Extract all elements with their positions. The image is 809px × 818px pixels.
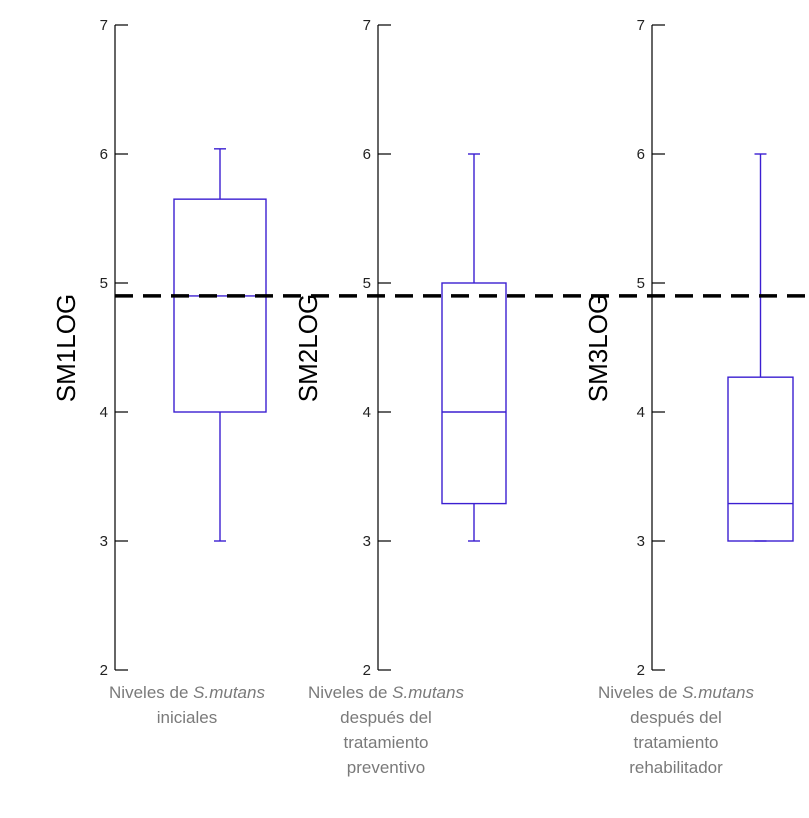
y-tick-label: 5 <box>363 275 371 292</box>
y-tick-label: 4 <box>100 404 108 421</box>
y-tick-label: 2 <box>637 662 645 679</box>
caption-prefix: Niveles de <box>308 683 393 702</box>
y-tick-label: 5 <box>637 275 645 292</box>
caption-line: rehabilitador <box>629 758 723 777</box>
y-tick-label: 6 <box>637 146 645 163</box>
caption-line: preventivo <box>346 758 426 777</box>
caption-line: iniciales <box>156 708 218 727</box>
caption-line: después del <box>340 708 432 727</box>
y-tick-label: 3 <box>363 533 371 550</box>
box-iqr <box>727 376 794 542</box>
panel-caption: Niveles de S.mutans después del tratamient… <box>561 680 791 780</box>
caption-species: S.mutans <box>392 683 464 702</box>
y-tick-label: 6 <box>100 146 108 163</box>
panel-2: 2 3 4 5 6 7 SM2LOG <box>293 17 507 679</box>
y-tick-label: 7 <box>100 17 108 34</box>
y-tick-label: 3 <box>100 533 108 550</box>
y-tick-label: 4 <box>637 404 645 421</box>
y-tick-label: 6 <box>363 146 371 163</box>
caption-line: tratamiento <box>633 733 719 752</box>
y-tick-label: 7 <box>637 17 645 34</box>
panel-3: 2 3 4 5 6 7 SM3LOG <box>583 17 794 679</box>
box-iqr <box>173 198 267 413</box>
y-axis-label: SM3LOG <box>583 294 613 402</box>
caption-line: tratamiento <box>343 733 429 752</box>
panel-1: 2 3 4 5 6 7 SM1LOG <box>51 17 267 679</box>
y-tick-label: 5 <box>100 275 108 292</box>
y-tick-label: 7 <box>363 17 371 34</box>
y-tick-label: 3 <box>637 533 645 550</box>
y-axis-label: SM2LOG <box>293 294 323 402</box>
y-tick-label: 2 <box>363 662 371 679</box>
caption-line: Niveles de S.mutans <box>276 680 496 705</box>
y-tick-label: 4 <box>363 404 371 421</box>
y-tick-label: 2 <box>100 662 108 679</box>
caption-species: S.mutans <box>193 683 265 702</box>
caption-line: Niveles de S.mutans <box>561 680 791 705</box>
caption-line: después del <box>630 708 722 727</box>
caption-species: S.mutans <box>682 683 754 702</box>
y-axis-label: SM1LOG <box>51 294 81 402</box>
box-iqr <box>441 282 507 505</box>
caption-prefix: Niveles de <box>109 683 194 702</box>
caption-line: Niveles de S.mutans <box>87 680 287 705</box>
caption-prefix: Niveles de <box>598 683 683 702</box>
panel-caption: Niveles de S.mutans iniciales <box>87 680 287 730</box>
panel-caption: Niveles de S.mutans después del tratamient… <box>276 680 496 780</box>
